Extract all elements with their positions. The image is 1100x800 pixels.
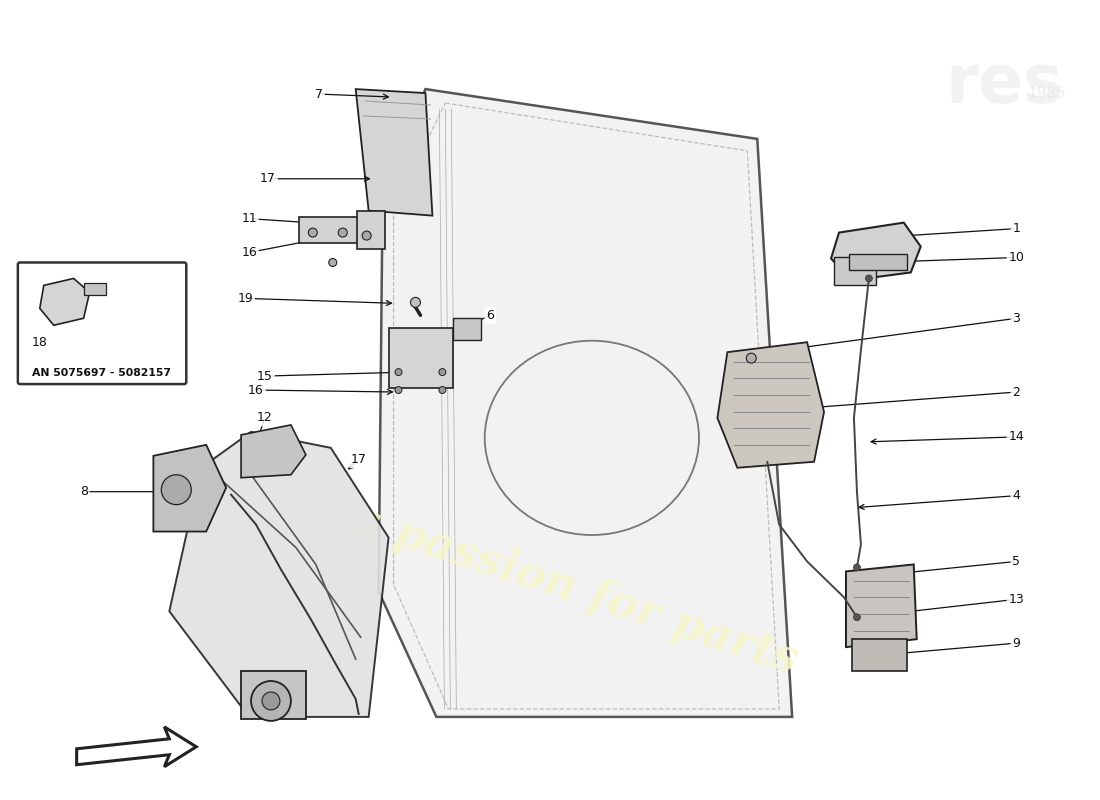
Text: 5: 5 xyxy=(1012,555,1021,568)
Bar xyxy=(356,210,385,249)
Text: 13: 13 xyxy=(1009,593,1024,606)
Text: a passion for parts: a passion for parts xyxy=(346,497,803,682)
Circle shape xyxy=(395,369,402,375)
Circle shape xyxy=(162,474,191,505)
Polygon shape xyxy=(153,445,227,531)
Text: 1: 1 xyxy=(1012,222,1021,235)
Circle shape xyxy=(866,275,872,282)
Polygon shape xyxy=(717,342,824,468)
Text: 8: 8 xyxy=(79,485,88,498)
Text: 15: 15 xyxy=(257,370,273,382)
Circle shape xyxy=(329,258,337,266)
Text: 2: 2 xyxy=(1012,386,1021,398)
Polygon shape xyxy=(241,425,306,478)
Polygon shape xyxy=(378,89,792,717)
Text: 17: 17 xyxy=(260,172,276,186)
Text: 9: 9 xyxy=(1012,637,1021,650)
FancyBboxPatch shape xyxy=(18,262,186,384)
Circle shape xyxy=(338,228,348,237)
Polygon shape xyxy=(40,278,89,326)
Bar xyxy=(84,283,106,295)
Polygon shape xyxy=(169,432,388,717)
Bar xyxy=(241,671,306,719)
Text: 14: 14 xyxy=(1009,430,1024,443)
Circle shape xyxy=(410,298,420,307)
Circle shape xyxy=(308,228,317,237)
Text: 1985: 1985 xyxy=(1027,86,1066,101)
Circle shape xyxy=(854,614,860,621)
Text: 16: 16 xyxy=(249,383,264,397)
Circle shape xyxy=(746,353,757,363)
Polygon shape xyxy=(355,89,432,216)
Bar xyxy=(851,639,906,671)
Circle shape xyxy=(439,386,446,394)
Circle shape xyxy=(439,369,446,375)
Bar xyxy=(849,254,906,270)
Text: 18: 18 xyxy=(32,336,47,349)
Text: 16: 16 xyxy=(241,246,257,259)
Text: AN 5075697 - 5082157: AN 5075697 - 5082157 xyxy=(32,368,172,378)
Circle shape xyxy=(362,231,371,240)
Circle shape xyxy=(251,681,290,721)
Polygon shape xyxy=(77,727,196,766)
Circle shape xyxy=(854,564,860,571)
Circle shape xyxy=(262,692,279,710)
Text: 3: 3 xyxy=(1012,312,1021,325)
Text: 4: 4 xyxy=(1012,489,1021,502)
Bar xyxy=(453,318,481,340)
Bar xyxy=(388,328,453,388)
Text: 17: 17 xyxy=(351,454,366,466)
Text: 12: 12 xyxy=(257,411,273,425)
Bar xyxy=(299,217,366,242)
Text: 6: 6 xyxy=(486,309,494,322)
Polygon shape xyxy=(830,222,921,281)
Circle shape xyxy=(395,386,402,394)
Polygon shape xyxy=(846,565,916,647)
Text: 11: 11 xyxy=(241,212,257,225)
Text: res: res xyxy=(946,51,1064,118)
Text: 19: 19 xyxy=(238,292,253,305)
Text: 10: 10 xyxy=(1009,251,1024,264)
Bar xyxy=(834,258,876,286)
Text: 7: 7 xyxy=(315,87,322,101)
